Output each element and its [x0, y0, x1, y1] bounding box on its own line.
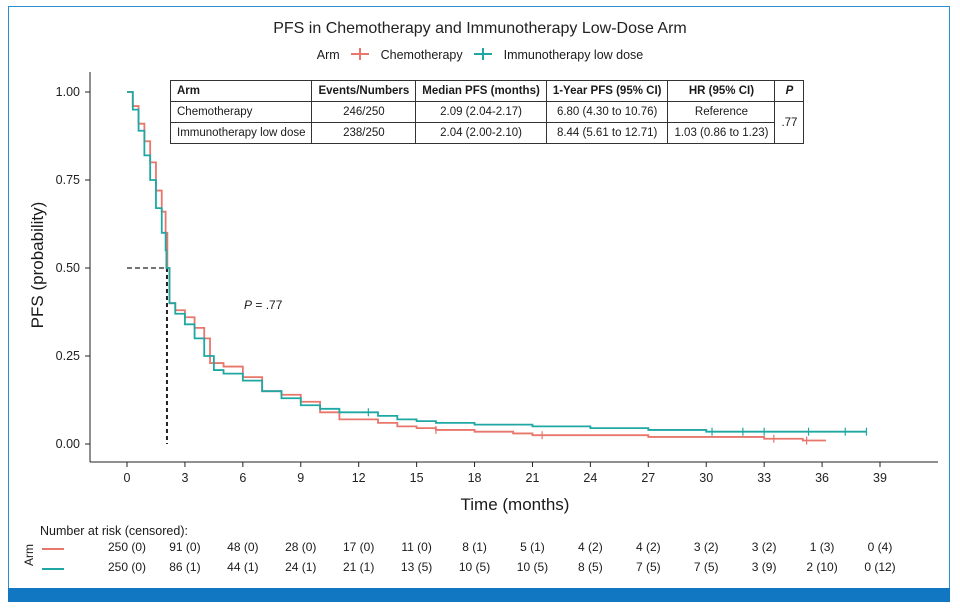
x-tick-label: 0 [124, 471, 131, 485]
x-tick-label: 15 [410, 471, 424, 485]
risk-cell: 8 (1) [462, 540, 487, 554]
risk-cell: 44 (1) [227, 560, 259, 574]
risk-cell: 4 (2) [578, 540, 603, 554]
risk-cell: 17 (0) [343, 540, 375, 554]
risk-row-color-line [42, 548, 64, 550]
risk-table-arm-label: Arm [22, 544, 36, 566]
bottom-bar [8, 588, 950, 602]
risk-cell: 0 (4) [867, 540, 893, 554]
x-tick-label: 21 [526, 471, 540, 485]
legend-swatch-chemotherapy [351, 48, 370, 60]
y-tick-label: 0.75 [56, 173, 80, 187]
risk-cell: 91 (0) [169, 540, 201, 554]
summary-cell: 6.80 (4.30 to 10.76) [545, 101, 669, 123]
summary-header: Events/Numbers [311, 80, 417, 102]
legend-title: Arm [316, 48, 340, 62]
risk-cell: 5 (1) [520, 540, 545, 554]
x-tick-label: 12 [352, 471, 366, 485]
risk-cell: 11 (0) [401, 540, 432, 554]
x-tick-label: 18 [468, 471, 482, 485]
figure-frame [8, 6, 950, 590]
risk-cell: 250 (0) [107, 540, 147, 554]
y-tick-label: 0.00 [56, 437, 80, 451]
summary-row-immunotherapy: Immunotherapy low dose 238/250 2.04 (2.0… [169, 122, 804, 144]
summary-header: Median PFS (months) [415, 80, 547, 102]
risk-cell: 28 (0) [285, 540, 317, 554]
p-value: = .77 [255, 298, 283, 312]
legend-label-immunotherapy: Immunotherapy low dose [503, 48, 644, 62]
risk-cell: 21 (1) [343, 560, 375, 574]
risk-row-color-line [42, 568, 64, 570]
risk-table-title: Number at risk (censored): [40, 524, 188, 538]
risk-cell: 86 (1) [169, 560, 201, 574]
risk-cell: 10 (5) [516, 560, 549, 574]
risk-cell: 1 (3) [809, 540, 835, 554]
p-value-annotation: P = .77 [244, 298, 282, 312]
x-tick-label: 36 [815, 471, 829, 485]
y-tick-label: 1.00 [56, 85, 80, 99]
x-tick-label: 33 [757, 471, 771, 485]
x-tick-label: 9 [297, 471, 304, 485]
risk-cell: 2 (10) [806, 560, 838, 574]
summary-cell: 2.09 (2.04-2.17) [415, 101, 547, 123]
x-tick-label: 30 [699, 471, 713, 485]
y-tick-label: 0.50 [56, 261, 80, 275]
immunotherapy-curve [127, 91, 867, 433]
summary-row-chemotherapy: Chemotherapy 246/250 2.09 (2.04-2.17) 6.… [169, 101, 805, 144]
y-tick-label: 0.25 [56, 349, 80, 363]
p-label: P [244, 298, 253, 312]
summary-table: Arm Events/Numbers Median PFS (months) 1… [169, 80, 805, 144]
x-tick-label: 39 [873, 471, 887, 485]
risk-cell: 250 (0) [107, 560, 147, 574]
risk-cell: 4 (2) [635, 540, 661, 554]
risk-cell: 48 (0) [227, 540, 259, 554]
summary-cell: 238/250 [311, 122, 417, 144]
legend-label-chemotherapy: Chemotherapy [380, 48, 463, 62]
risk-cell: 10 (5) [458, 560, 491, 574]
x-tick-label: 3 [181, 471, 188, 485]
risk-cell: 3 (2) [751, 540, 777, 554]
summary-header: 1-Year PFS (95% CI) [545, 80, 669, 102]
summary-header: HR (95% CI) [667, 80, 776, 102]
risk-cell: 7 (5) [635, 560, 661, 574]
chemotherapy-curve [127, 91, 826, 442]
x-tick-label: 6 [239, 471, 246, 485]
summary-header-p: P [774, 80, 805, 102]
summary-cell: Chemotherapy [169, 101, 313, 123]
risk-cell: 8 (5) [578, 560, 603, 574]
legend-swatch-immunotherapy [474, 48, 493, 60]
x-axis-label: Time (months) [460, 495, 570, 514]
summary-p-value: .77 [774, 101, 805, 144]
summary-cell: Immunotherapy low dose [169, 122, 313, 144]
summary-header-row: Arm Events/Numbers Median PFS (months) 1… [169, 80, 805, 102]
summary-cell: Reference [667, 101, 776, 123]
risk-cell: 0 (12) [864, 560, 896, 574]
risk-cell: 24 (1) [285, 560, 317, 574]
summary-cell: 246/250 [311, 101, 417, 123]
legend: Arm Chemotherapy Immunotherapy low dose [0, 48, 960, 62]
x-tick-label: 24 [583, 471, 597, 485]
risk-cell: 3 (2) [693, 540, 719, 554]
summary-cell: 2.04 (2.00-2.10) [415, 122, 547, 144]
summary-cell: 1.03 (0.86 to 1.23) [667, 122, 776, 144]
risk-cell: 7 (5) [693, 560, 719, 574]
summary-cell: 8.44 (5.61 to 12.71) [545, 122, 669, 144]
chart-title: PFS in Chemotherapy and Immunotherapy Lo… [273, 20, 687, 37]
summary-header: Arm [169, 80, 313, 102]
risk-cell: 13 (5) [400, 560, 433, 574]
x-tick-label: 27 [641, 471, 655, 485]
risk-cell: 3 (9) [751, 560, 777, 574]
